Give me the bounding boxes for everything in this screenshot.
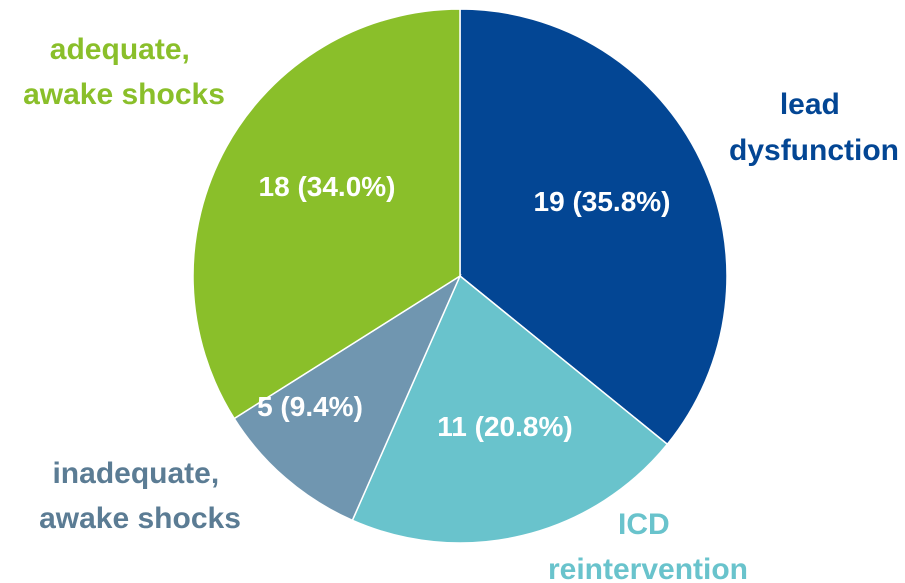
slice-value-label-lead-dysfunction: 19 (35.8%) — [534, 186, 671, 217]
category-label-lead-dysfunction: lead dysfunction — [729, 88, 899, 167]
category-label-inadequate-shocks: inadequate, awake shocks — [39, 457, 241, 535]
pie-slice-2 — [233, 274, 462, 522]
category-label-adequate-shocks: adequate, awake shocks — [23, 33, 225, 111]
category-label-icd-reintervention: ICD reintervention — [548, 508, 748, 583]
pie-slice-0 — [459, 8, 728, 446]
pie-slice-3 — [192, 8, 461, 420]
slice-value-label-icd-reintervention: 11 (20.8%) — [437, 411, 572, 442]
slice-value-label-adequate-shocks: 18 (34.0%) — [259, 171, 396, 202]
pie-slices — [192, 8, 728, 544]
slice-value-label-inadequate-shocks: 5 (9.4%) — [257, 391, 363, 422]
category-labels: lead dysfunction ICD reintervention inad… — [23, 33, 899, 583]
slice-value-labels: 19 (35.8%) 11 (20.8%) 5 (9.4%) 18 (34.0%… — [257, 171, 670, 442]
